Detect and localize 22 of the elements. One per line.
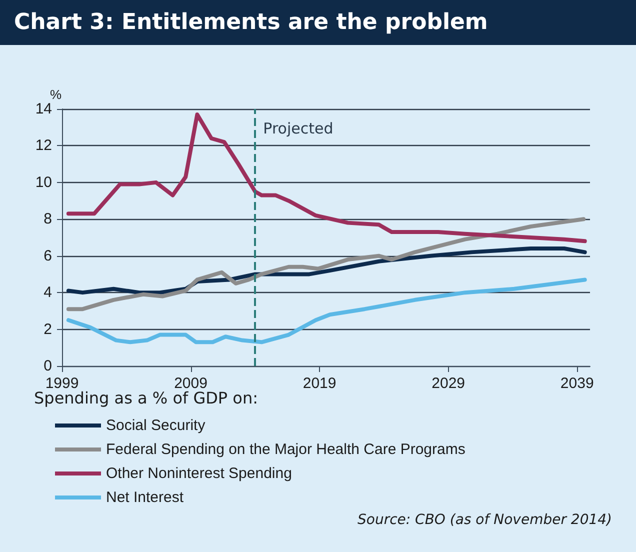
legend-label: Federal Spending on the Major Health Care Programs bbox=[106, 441, 466, 458]
y-tick-label: 14 bbox=[35, 100, 52, 118]
y-tick-label: 8 bbox=[44, 210, 52, 228]
y-tick-label: 0 bbox=[44, 358, 52, 374]
line-series bbox=[66, 217, 586, 312]
legend-label: Social Security bbox=[106, 417, 206, 434]
chart-title: Chart 3: Entitlements are the problem bbox=[0, 0, 636, 45]
x-tick-label: 2029 bbox=[432, 375, 466, 392]
y-tick-label: 4 bbox=[44, 284, 52, 302]
x-tick-label: 2019 bbox=[302, 375, 336, 392]
x-tick-label: 2039 bbox=[560, 375, 594, 392]
legend-label: Net Interest bbox=[106, 489, 184, 506]
line-series bbox=[66, 278, 587, 344]
y-tick-label: 2 bbox=[44, 320, 52, 338]
source-note: Source: CBO (as of November 2014) bbox=[357, 512, 612, 528]
line-series bbox=[66, 112, 587, 244]
y-axis-title: % bbox=[50, 87, 62, 102]
y-tick-label: 12 bbox=[35, 137, 52, 154]
y-tick-label: 10 bbox=[35, 174, 52, 191]
ref-line-label: Projected bbox=[263, 120, 334, 138]
y-tick-label: 6 bbox=[44, 247, 52, 264]
legend-label: Other Noninterest Spending bbox=[106, 465, 292, 482]
